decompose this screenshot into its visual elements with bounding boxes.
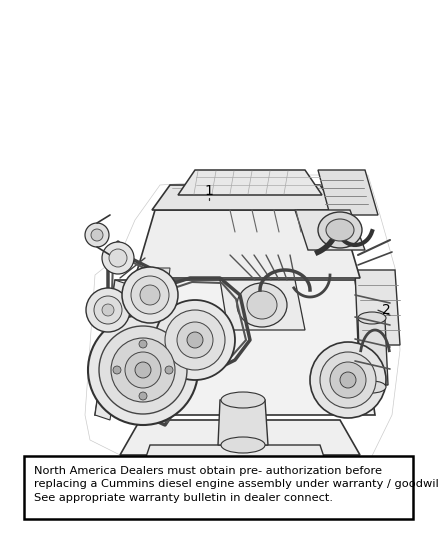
Ellipse shape xyxy=(140,285,160,305)
Polygon shape xyxy=(146,356,170,374)
Polygon shape xyxy=(95,280,130,420)
Ellipse shape xyxy=(177,322,213,358)
Polygon shape xyxy=(178,170,322,195)
Ellipse shape xyxy=(109,249,127,267)
Polygon shape xyxy=(295,210,365,250)
Polygon shape xyxy=(146,290,170,308)
Ellipse shape xyxy=(155,300,235,380)
Ellipse shape xyxy=(139,340,147,348)
Polygon shape xyxy=(146,334,170,352)
Text: North America Dealers must obtain pre- authorization before
replacing a Cummins : North America Dealers must obtain pre- a… xyxy=(34,466,438,503)
Ellipse shape xyxy=(320,352,376,408)
Ellipse shape xyxy=(135,362,151,378)
Ellipse shape xyxy=(113,366,121,374)
Ellipse shape xyxy=(165,310,225,370)
Ellipse shape xyxy=(221,437,265,453)
Ellipse shape xyxy=(99,326,187,414)
Text: 2: 2 xyxy=(382,303,391,317)
Ellipse shape xyxy=(358,381,386,393)
Ellipse shape xyxy=(131,276,169,314)
Ellipse shape xyxy=(88,315,198,425)
Polygon shape xyxy=(135,210,360,278)
Polygon shape xyxy=(218,400,268,445)
Ellipse shape xyxy=(330,362,366,398)
FancyBboxPatch shape xyxy=(24,456,413,519)
Ellipse shape xyxy=(94,296,122,324)
Polygon shape xyxy=(220,280,305,330)
Ellipse shape xyxy=(139,392,147,400)
Ellipse shape xyxy=(247,291,277,319)
Polygon shape xyxy=(355,270,400,345)
Ellipse shape xyxy=(310,342,386,418)
Polygon shape xyxy=(146,312,170,330)
Polygon shape xyxy=(146,268,170,286)
Polygon shape xyxy=(318,170,378,215)
Ellipse shape xyxy=(221,392,265,408)
Ellipse shape xyxy=(102,242,134,274)
Ellipse shape xyxy=(122,267,178,323)
Ellipse shape xyxy=(86,288,130,332)
Ellipse shape xyxy=(326,219,354,241)
Polygon shape xyxy=(120,420,360,455)
Polygon shape xyxy=(358,320,388,385)
Polygon shape xyxy=(95,280,375,415)
Ellipse shape xyxy=(340,372,356,388)
Ellipse shape xyxy=(125,352,161,388)
Ellipse shape xyxy=(102,304,114,316)
Ellipse shape xyxy=(111,338,175,402)
Ellipse shape xyxy=(91,229,103,241)
Ellipse shape xyxy=(85,223,109,247)
Ellipse shape xyxy=(318,212,362,248)
Ellipse shape xyxy=(187,332,203,348)
Polygon shape xyxy=(140,445,330,475)
Polygon shape xyxy=(152,185,338,210)
Text: 1: 1 xyxy=(205,184,214,198)
Ellipse shape xyxy=(165,366,173,374)
Ellipse shape xyxy=(358,312,386,324)
Ellipse shape xyxy=(237,283,287,327)
